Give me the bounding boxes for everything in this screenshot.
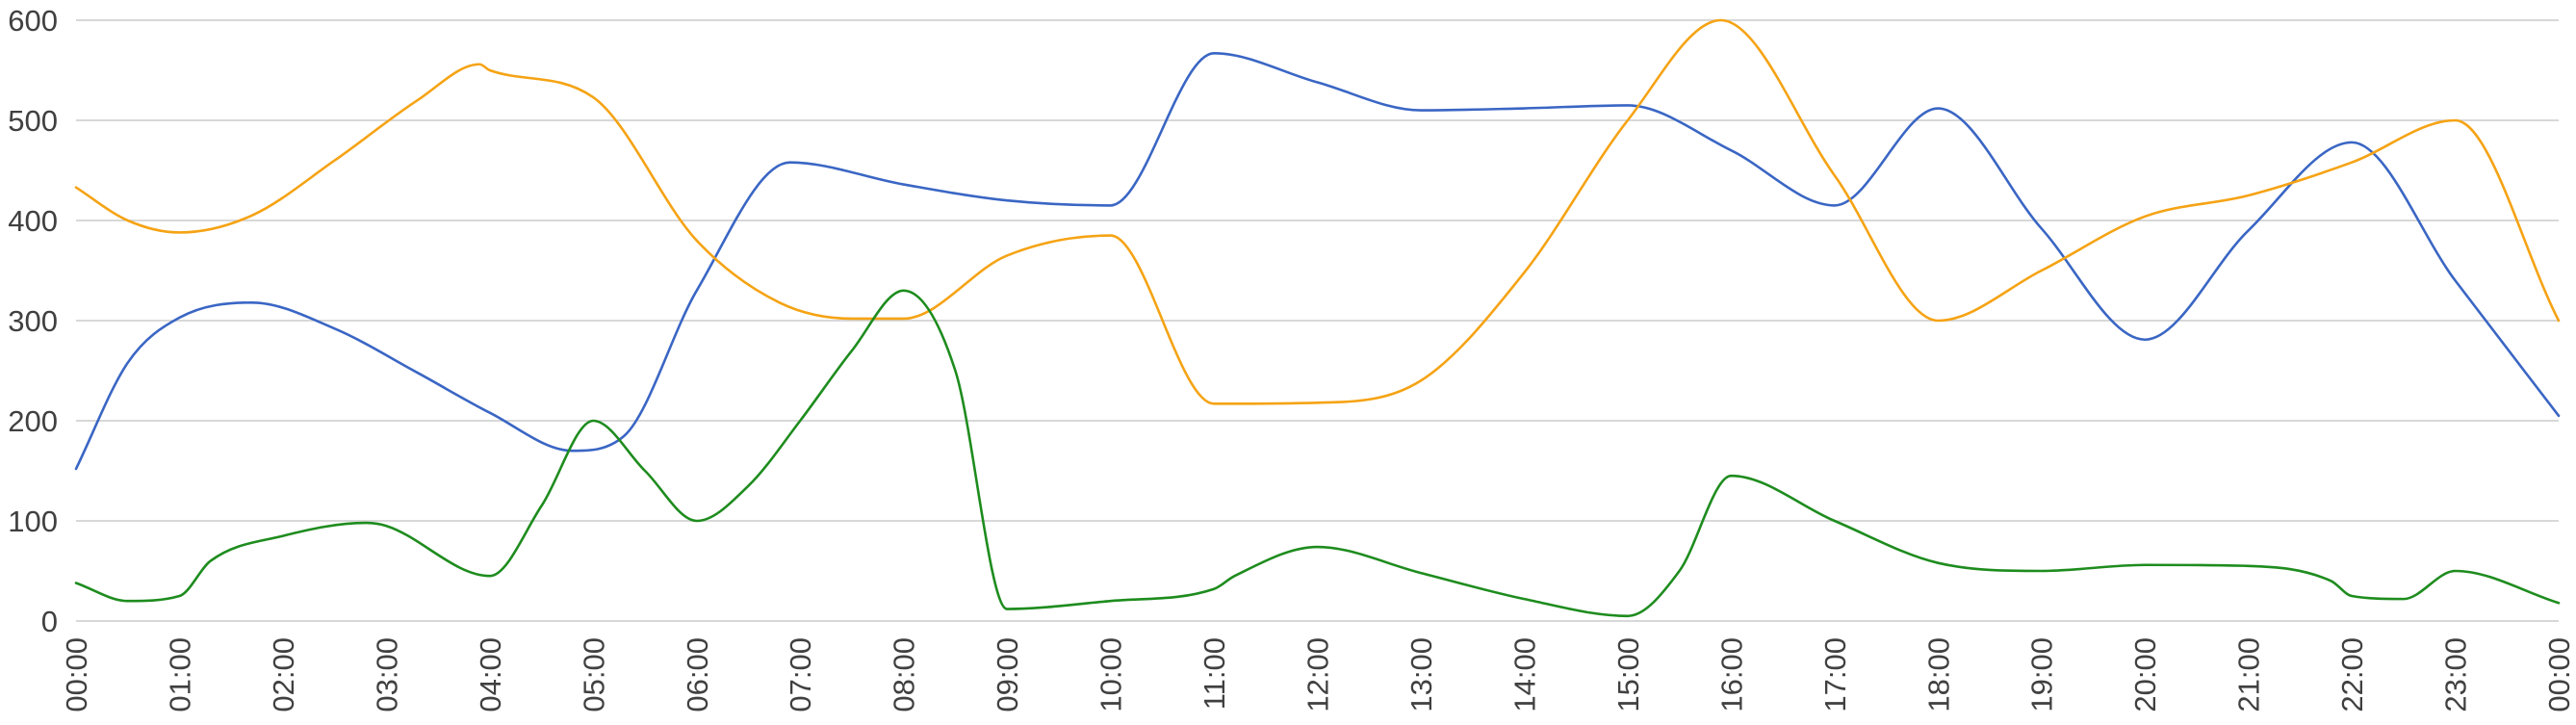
x-tick-label: 16:00 [1714,637,1748,712]
x-tick-label: 00:00 [60,637,93,712]
x-tick-label: 12:00 [1301,637,1335,712]
x-tick-label: 02:00 [267,637,300,712]
series-line-1 [74,52,2561,471]
x-tick-label: 18:00 [1921,637,1955,712]
x-tick-label: 00:00 [2542,637,2576,712]
y-tick-label: 300 [8,304,58,338]
x-tick-label: 09:00 [991,637,1024,712]
y-tick-label: 600 [8,4,58,38]
series-lines [74,18,2561,618]
x-tick-label: 08:00 [888,637,921,712]
gridlines [76,19,2559,622]
x-tick-label: 05:00 [577,637,610,712]
x-tick-label: 10:00 [1095,637,1128,712]
x-tick-label: 13:00 [1404,637,1438,712]
y-tick-label: 200 [8,404,58,438]
y-tick-label: 100 [8,505,58,538]
x-tick-label: 21:00 [2232,637,2266,712]
x-tick-label: 06:00 [681,637,714,712]
x-tick-label: 19:00 [2025,637,2059,712]
series-line-3 [74,289,2561,618]
x-tick-label: 14:00 [1507,637,1541,712]
x-tick-label: 01:00 [163,637,196,712]
y-tick-label: 400 [8,204,58,238]
x-tick-label: 17:00 [1818,637,1852,712]
x-tick-label: 22:00 [2335,637,2369,712]
x-tick-label: 11:00 [1198,637,1231,710]
x-tick-label: 04:00 [474,637,507,712]
x-tick-label: 03:00 [370,637,403,712]
x-tick-label: 07:00 [784,637,817,712]
y-tick-label: 0 [41,605,58,638]
y-tick-label: 500 [8,104,58,138]
x-axis-ticks: 00:00 01:00 02:00 03:00 04:00 05:00 06:00 07:00… [60,637,2576,712]
x-tick-label: 15:00 [1611,637,1645,712]
x-tick-label: 23:00 [2439,637,2473,712]
series-line-2 [74,18,2561,405]
y-axis-ticks: 0 100 200 300 400 500 600 [8,4,58,638]
x-tick-label: 20:00 [2128,637,2162,712]
